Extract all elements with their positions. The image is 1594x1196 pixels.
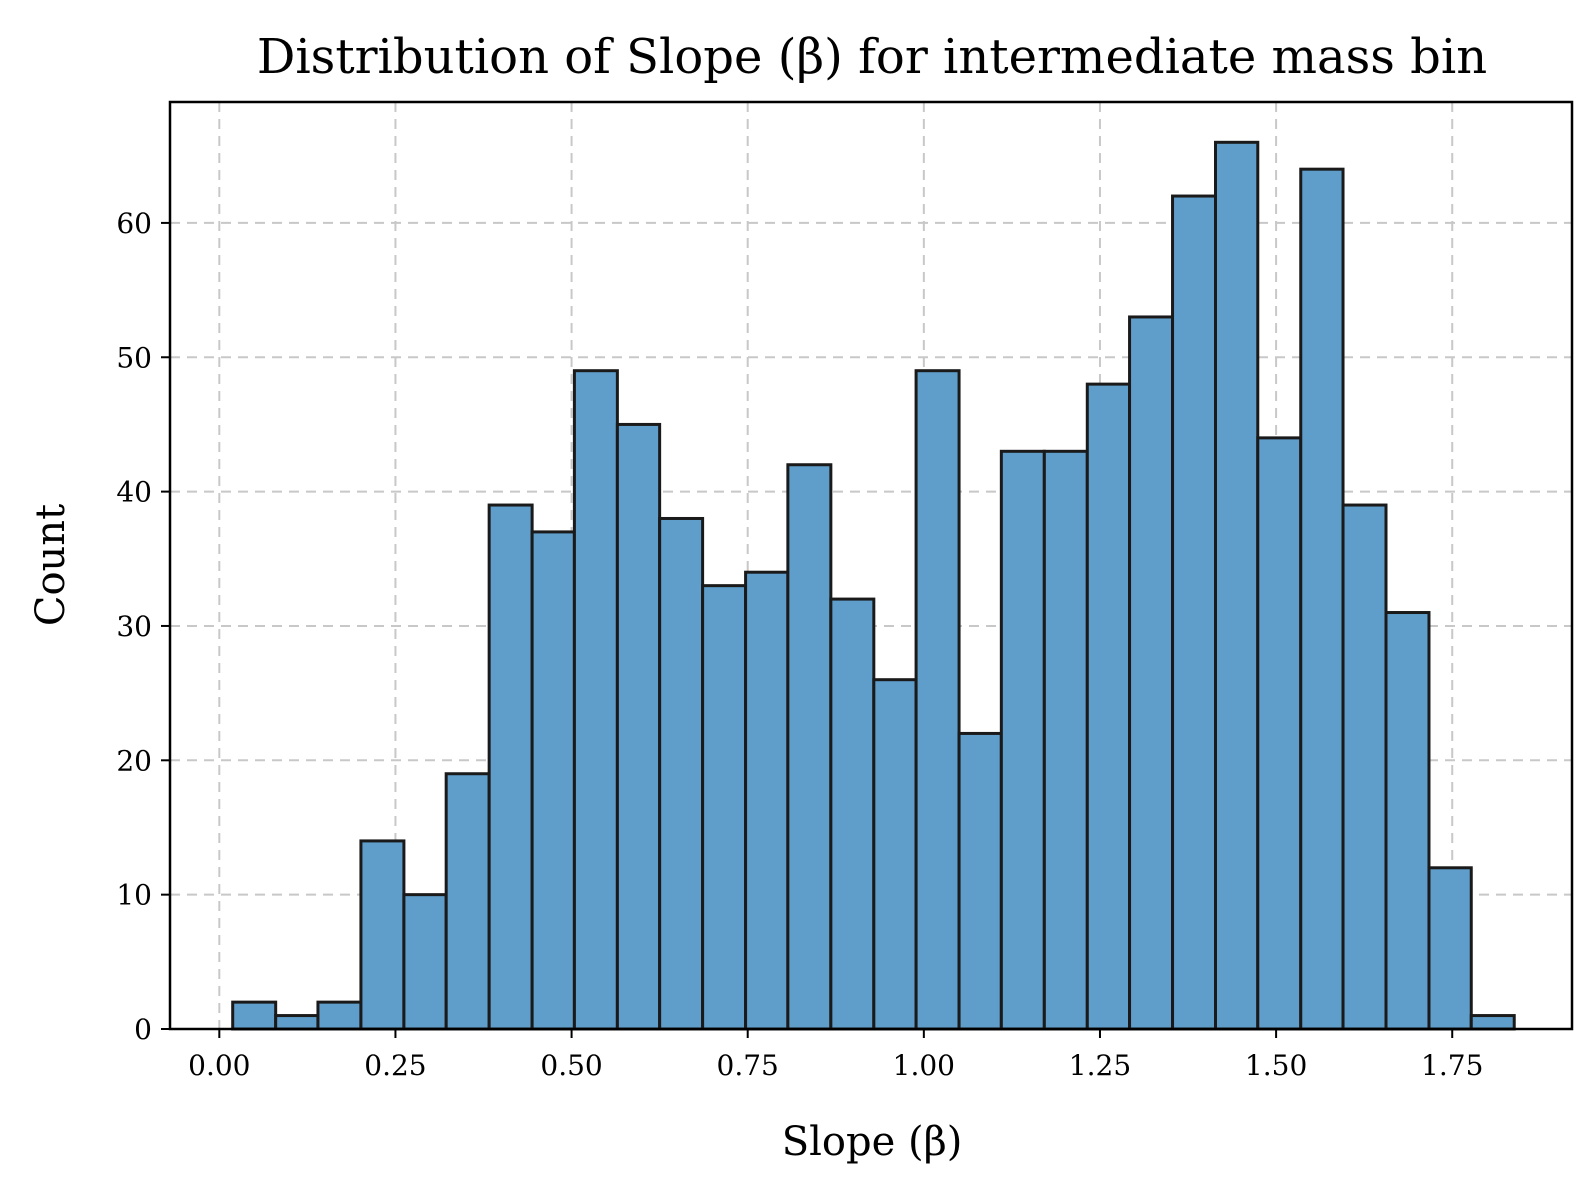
histogram-bar: [1256, 436, 1303, 1031]
x-tick-label: 1.75: [1421, 1049, 1483, 1082]
histogram-bar: [274, 1014, 320, 1031]
plot-frame: [168, 100, 1574, 1031]
histogram-bar: [1085, 382, 1132, 1031]
y-axis-label: Count: [28, 504, 74, 626]
x-tick-label: 1.50: [1245, 1049, 1307, 1082]
histogram-bar: [402, 893, 448, 1031]
histogram-bar: [572, 369, 619, 1031]
histogram-bar: [1299, 167, 1345, 1031]
histogram-bar: [1128, 315, 1175, 1031]
y-tick-label: 50: [116, 341, 152, 374]
histogram-bar: [1341, 503, 1388, 1031]
x-tick-label: 0.50: [540, 1049, 602, 1082]
histogram-bar: [658, 516, 705, 1031]
histogram-bar: [316, 1000, 363, 1031]
y-axis-ticks: 0 10 20 30 40 50 60: [116, 207, 170, 1046]
y-tick-label: 10: [116, 879, 152, 912]
histogram-bar: [1469, 1014, 1516, 1031]
histogram-bar: [231, 1000, 278, 1031]
chart-title: Distribution of Slope (β) for intermedia…: [257, 29, 1487, 85]
histogram-bar: [1427, 866, 1473, 1031]
y-tick-label: 60: [116, 207, 152, 240]
x-tick-label: 0.25: [364, 1049, 426, 1082]
histogram-bar: [829, 597, 876, 1031]
x-axis-ticks: 0.00 0.25 0.50 0.75 1.00 1.25 1.50 1.75: [188, 1029, 1483, 1082]
histogram-bar: [914, 369, 961, 1031]
y-tick-label: 40: [116, 476, 152, 509]
x-tick-label: 0.00: [188, 1049, 250, 1082]
y-tick-label: 20: [116, 744, 152, 777]
histogram-bar: [530, 530, 576, 1031]
histogram-bar: [444, 772, 491, 1031]
histogram-bar: [744, 570, 790, 1031]
histogram-bar: [701, 584, 748, 1031]
histogram-bar: [1171, 194, 1218, 1031]
histogram-bar: [487, 503, 534, 1031]
histogram-bar: [359, 839, 406, 1031]
y-tick-label: 0: [134, 1013, 152, 1046]
bars: [231, 140, 1516, 1031]
histogram-bar: [1384, 611, 1431, 1031]
histogram-bar: [1214, 140, 1260, 1031]
histogram-bar: [999, 449, 1046, 1031]
histogram-bar: [1042, 449, 1089, 1031]
histogram-bar: [786, 463, 833, 1031]
histogram-bar: [872, 678, 918, 1031]
x-tick-label: 0.75: [717, 1049, 779, 1082]
histogram-bar: [957, 731, 1003, 1031]
x-tick-label: 1.25: [1069, 1049, 1131, 1082]
y-tick-label: 30: [116, 610, 152, 643]
x-tick-label: 1.00: [893, 1049, 955, 1082]
histogram-bar: [615, 422, 662, 1031]
x-axis-label: Slope (β): [782, 1119, 963, 1165]
